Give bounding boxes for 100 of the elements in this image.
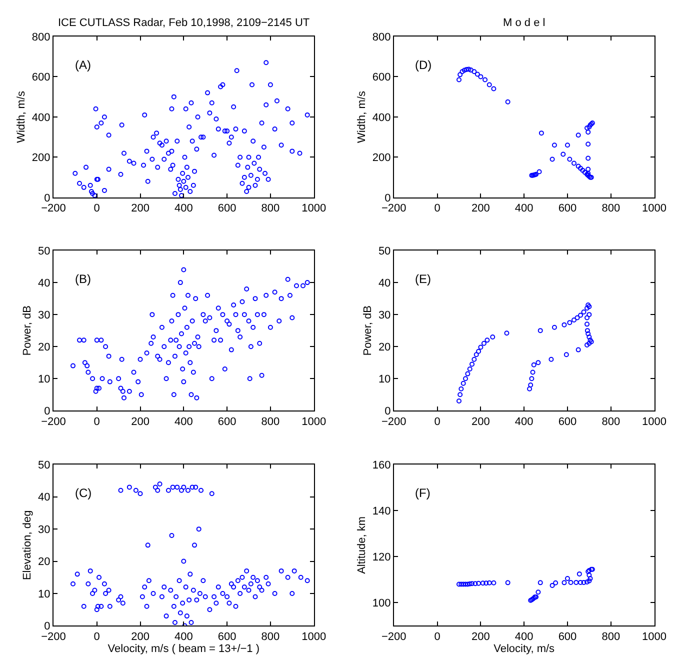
point [578,312,584,318]
point [586,572,592,578]
point [588,576,593,582]
x-tick-label: 0 [94,416,100,428]
point [586,130,591,135]
y-tick-label: 0 [44,192,50,204]
y-tick-label: 20 [38,556,50,568]
x-tick-label: 200 [472,202,490,215]
point [536,169,542,174]
point [458,392,463,398]
x-tick-label: 0 [434,630,440,643]
y-tick-label: 50 [38,459,50,472]
point [472,581,478,586]
point [482,77,488,82]
x-tick-label: 400 [174,416,193,428]
y-tick-label: 10 [378,373,391,386]
point [538,580,543,586]
point [567,320,572,326]
y-tick-label: 200 [32,152,50,164]
point [491,86,496,92]
annotation: (A) [75,58,91,72]
point [463,582,468,587]
y-tick-label: 800 [32,31,50,44]
point [576,347,581,352]
point [529,376,534,382]
point [505,99,510,104]
point [460,380,466,386]
x-tick-label: 600 [558,416,577,428]
point [481,340,486,346]
point [456,582,462,587]
x-tick-label: −200 [382,202,406,215]
point [578,580,584,585]
point [550,156,555,162]
annotation: (D) [415,58,432,72]
point [562,322,567,328]
point [484,580,489,586]
point [476,580,482,586]
point [581,580,586,585]
annotation: (F) [415,486,430,500]
y-axis-title: Altitude, km [356,516,368,574]
point [586,331,591,336]
x-tick-label: 800 [261,416,280,428]
x-tick-label: 1000 [302,416,326,428]
x-tick-label: 1000 [302,630,326,643]
y-axis-title: Power, dB [362,306,374,356]
point [586,312,592,318]
point [572,318,576,323]
y-tick-label: 200 [372,152,391,164]
point [584,322,590,327]
point [466,66,472,72]
point [586,166,591,172]
x-tick-label: 200 [472,630,490,643]
point [456,77,462,82]
x-tick-label: −200 [382,630,406,643]
y-tick-label: 120 [372,552,391,564]
x-tick-label: 0 [94,202,100,215]
x-tick-label: 600 [218,202,236,215]
y-tick-label: 30 [378,309,391,322]
x-tick-label: 1000 [302,202,326,215]
point [584,342,590,348]
point [560,152,566,157]
x-tick-label: 1000 [642,416,667,428]
point [468,68,474,73]
y-tick-label: 600 [32,72,50,84]
point [504,330,510,336]
point [584,126,590,131]
point [586,340,592,346]
y-tick-label: 40 [378,277,391,290]
y-tick-label: 20 [378,341,391,354]
y-tick-label: 0 [44,405,50,418]
point [528,382,534,388]
y-tick-label: 400 [372,112,391,124]
x-tick-label: 600 [218,630,236,643]
point [576,164,581,169]
x-tick-label: 800 [261,630,280,643]
point [564,576,570,582]
point [456,398,462,404]
point [458,386,464,392]
point [586,156,591,161]
point [586,334,592,340]
point [490,334,496,340]
point [552,324,557,330]
point [538,130,544,136]
y-tick-label: 600 [372,72,391,84]
point [550,582,555,588]
point [584,328,590,334]
annotation: (B) [75,272,91,286]
point [564,142,570,148]
y-tick-label: 30 [38,309,50,322]
x-tick-label: 200 [472,416,490,428]
point [465,582,470,587]
point [486,580,492,586]
point [552,142,557,148]
point [582,170,588,175]
point [567,156,572,162]
point [536,590,541,595]
point [548,356,554,362]
x-tick-label: 800 [602,416,620,428]
x-tick-label: −200 [41,416,66,428]
x-tick-label: 400 [514,202,534,215]
